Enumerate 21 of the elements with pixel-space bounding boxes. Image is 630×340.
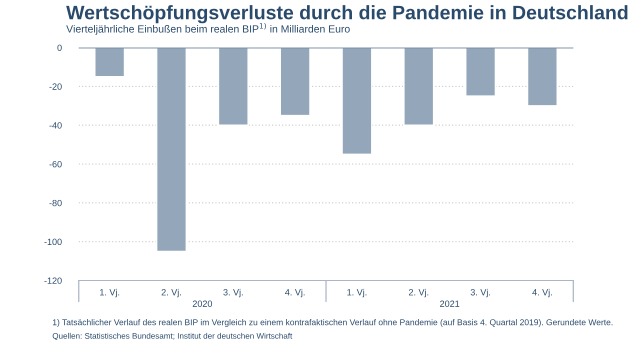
source-note: Quellen: Statistisches Bundesamt; Institut der deutschen Wirtschaft — [52, 332, 292, 340]
y-tick-label: -120 — [44, 277, 62, 284]
text: 2020 — [192, 300, 212, 307]
chart-subtitle: Vierteljährliche Einbußen beim realen BIP$^{1)}$ in Milliarden Euro — [66, 23, 350, 35]
y-tick-label: -60 — [49, 161, 62, 168]
x-tick-label: 4. Vj. — [285, 288, 305, 298]
x-tick-label: 1. Vj. — [100, 288, 120, 298]
chart-title: Wertschöpfungsverluste durch die Pandemie in Deutschland — [66, 5, 628, 24]
y-tick-label: -80 — [49, 200, 62, 206]
x-tick-label: 3. Vj. — [470, 288, 490, 298]
y-tick-label: -100 — [44, 238, 62, 246]
x-tick-label: 1. Vj. — [347, 288, 366, 298]
y-tick-label: -20 — [49, 83, 62, 90]
y-tick-label: -40 — [49, 122, 62, 129]
y-tick-label: 0 — [57, 44, 62, 51]
x-tick-label: 4. Vj. — [532, 288, 552, 298]
text: 2021 — [440, 300, 460, 307]
x-tick-label: 2. Vj. — [408, 288, 428, 298]
text: 1) Tatsächlicher Verlauf des realen BIP im Vergleich zu einem kontrafaktischen Verlauf ohne Pandemie (auf Basis 4. Quartal 2019). Gerundete Werte. — [52, 319, 612, 327]
x-tick-label: 2. Vj. — [162, 288, 181, 298]
x-tick-label: 3. Vj. — [223, 288, 243, 298]
